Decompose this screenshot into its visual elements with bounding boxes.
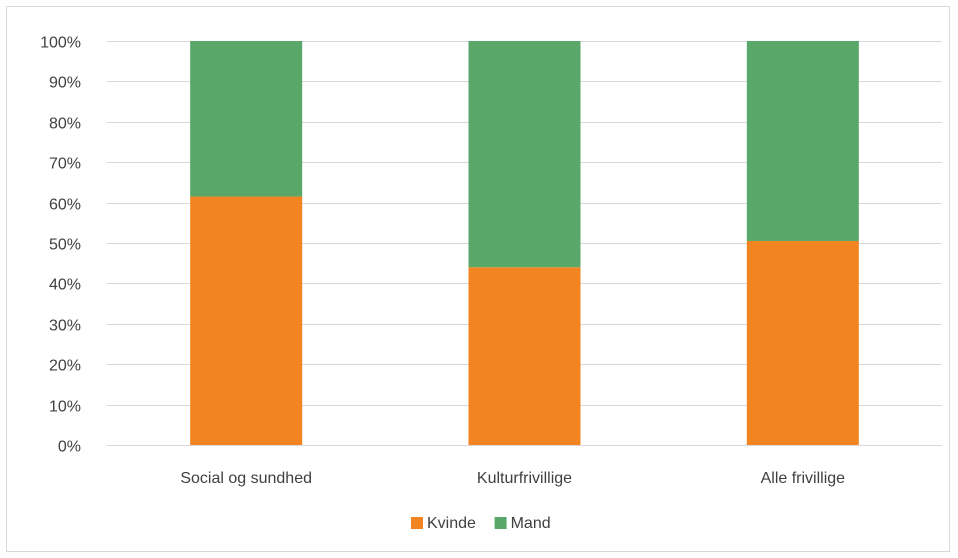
legend-swatch-mand: [494, 517, 507, 529]
y-tick-label: 90%: [49, 75, 81, 92]
y-tick-label: 80%: [49, 116, 81, 133]
y-tick-label: 10%: [49, 399, 81, 416]
y-tick-label: 100%: [40, 35, 81, 52]
bar-mand-3: [746, 41, 859, 241]
legend: Kvinde Mand: [411, 515, 551, 532]
bar-kvinde-3: [746, 240, 859, 445]
legend-label-mand: Mand: [511, 515, 551, 532]
bar-mand-2: [468, 41, 581, 268]
y-tick-label: 0%: [58, 439, 81, 456]
y-axis-ticks: 0% 10% 20% 30% 40% 50% 60% 70% 80% 90% 100%: [40, 35, 81, 456]
x-category-label: Alle frivillige: [761, 470, 846, 487]
bar-kvinde-2: [468, 267, 581, 445]
y-tick-label: 20%: [49, 358, 81, 375]
x-axis: Social og sundhed Kulturfrivillige Alle fr…: [180, 470, 845, 487]
legend-swatch-kvinde: [411, 517, 423, 529]
y-tick-label: 50%: [49, 237, 81, 254]
y-tick-label: 70%: [49, 156, 81, 173]
x-category-label: Kulturfrivillige: [477, 470, 572, 487]
bar-kvinde-1: [190, 196, 303, 445]
legend-label-kvinde: Kvinde: [427, 515, 476, 532]
y-tick-label: 60%: [49, 197, 81, 214]
chart-frame: 0% 10% 20% 30% 40% 50% 60% 70% 80% 90% 100% Social…: [6, 6, 950, 552]
y-tick-label: 30%: [49, 318, 81, 335]
y-tick-label: 40%: [49, 277, 81, 294]
bars: [190, 41, 859, 445]
x-category-label: Social og sundhed: [180, 470, 312, 487]
bar-mand-1: [190, 41, 303, 197]
stacked-bar-chart: 0% 10% 20% 30% 40% 50% 60% 70% 80% 90% 100% Social…: [40, 35, 942, 532]
